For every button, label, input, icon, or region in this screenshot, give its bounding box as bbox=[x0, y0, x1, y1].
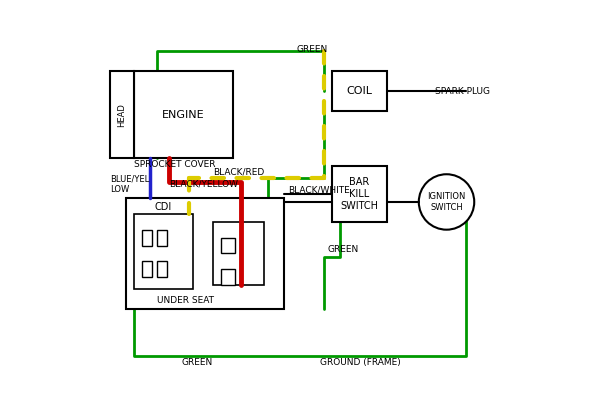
Text: ENGINE: ENGINE bbox=[162, 110, 205, 120]
Bar bbox=[157, 261, 167, 277]
Text: GROUND (FRAME): GROUND (FRAME) bbox=[320, 358, 401, 367]
Text: BAR
KILL
SWITCH: BAR KILL SWITCH bbox=[340, 177, 379, 211]
Text: UNDER SEAT: UNDER SEAT bbox=[157, 296, 214, 305]
Bar bbox=[213, 222, 265, 285]
Text: BLACK/WHITE: BLACK/WHITE bbox=[288, 186, 350, 194]
Bar bbox=[157, 230, 167, 246]
Text: HEAD: HEAD bbox=[117, 103, 126, 127]
Text: CDI: CDI bbox=[155, 202, 172, 212]
Bar bbox=[332, 166, 387, 222]
Text: BLACK/YELLOW: BLACK/YELLOW bbox=[169, 180, 238, 188]
Text: SPARK PLUG: SPARK PLUG bbox=[434, 87, 490, 95]
Bar bbox=[134, 214, 193, 289]
Text: GREEN: GREEN bbox=[328, 245, 359, 254]
Text: GREEN: GREEN bbox=[181, 358, 212, 367]
Circle shape bbox=[419, 174, 474, 230]
Text: SPROCKET COVER: SPROCKET COVER bbox=[134, 160, 215, 169]
Bar bbox=[134, 71, 233, 158]
Bar bbox=[221, 269, 235, 285]
Text: GREEN: GREEN bbox=[296, 45, 327, 54]
Bar bbox=[142, 261, 151, 277]
Text: BLACK/RED: BLACK/RED bbox=[213, 168, 264, 177]
Text: IGNITION
SWITCH: IGNITION SWITCH bbox=[427, 192, 466, 211]
Text: BLUE/YEL
LOW: BLUE/YEL LOW bbox=[110, 175, 149, 194]
Bar bbox=[142, 230, 151, 246]
Text: COIL: COIL bbox=[346, 86, 373, 96]
Bar bbox=[110, 71, 134, 158]
Bar bbox=[126, 198, 284, 309]
Bar bbox=[221, 238, 235, 253]
Bar bbox=[332, 71, 387, 111]
